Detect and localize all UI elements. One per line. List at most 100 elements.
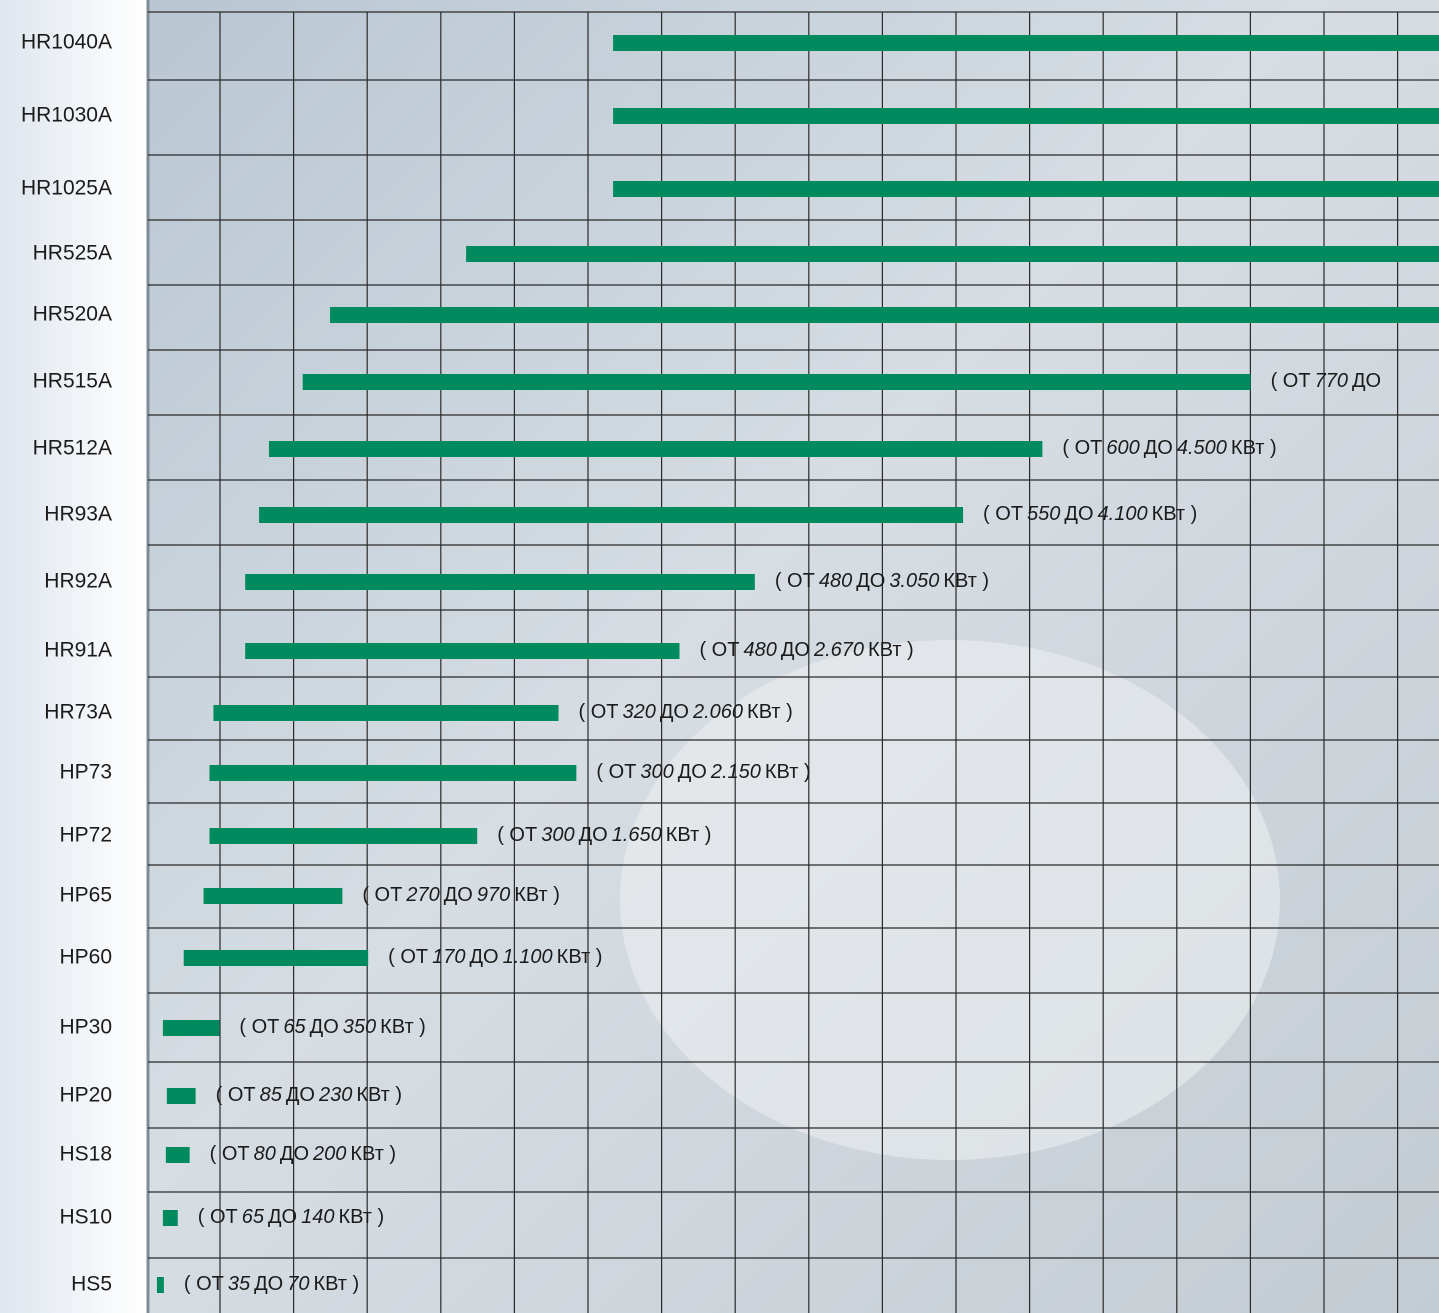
label-suffix: КВт ) [1152,503,1198,525]
bar [466,246,1439,262]
label-suffix: КВт ) [350,1143,396,1165]
category-label: HR73A [44,701,112,724]
to-label: 1.650 [612,824,662,846]
from-label: 85 [260,1084,283,1106]
label-suffix: КВт ) [868,639,914,661]
label-prefix: ( ОТ [497,824,537,846]
bar [162,1020,220,1036]
label-suffix: КВт ) [765,761,811,783]
category-label: HR520A [33,303,112,326]
category-label: HP72 [59,824,112,847]
bar [165,1147,190,1163]
label-mid: ДО [280,1143,309,1165]
label-mid: ДО [678,761,707,783]
category-label: HR1040A [21,31,112,54]
to-label: 2.670 [813,639,864,661]
label-suffix: КВт ) [313,1273,359,1295]
range-label: ( ОТ 65 ДО 350 КВт ) [239,1016,425,1038]
label-mid: ДО [660,701,689,723]
bar [330,307,1439,323]
label-suffix: КВт ) [666,824,712,846]
range-label: ( ОТ 270 ДО 970 КВт ) [362,884,560,906]
from-label: 550 [1027,503,1060,525]
range-label: ( ОТ 770 ДО [1271,370,1381,392]
to-label: 970 [477,884,510,906]
label-mid: ДО [856,570,885,592]
range-label: ( ОТ 170 ДО 1.100 КВт ) [388,946,602,968]
to-label: 1.100 [503,946,553,968]
category-label: HR92A [44,570,112,593]
label-suffix: КВт ) [943,570,989,592]
to-label: 4.100 [1098,503,1148,525]
to-label: 140 [301,1206,334,1228]
range-label: ( ОТ 480 ДО 2.670 КВт ) [699,639,913,661]
to-label: 4.500 [1177,437,1227,459]
label-mid: ДО [286,1084,315,1106]
bar [183,950,369,966]
label-mid: ДО [310,1016,339,1038]
from-label: 270 [405,884,439,906]
label-prefix: ( ОТ [983,503,1023,525]
to-label: 70 [287,1273,309,1295]
range-label: ( ОТ 85 ДО 230 КВт ) [216,1084,402,1106]
from-label: 770 [1315,370,1348,392]
bar [613,108,1439,124]
label-prefix: ( ОТ [1271,370,1311,392]
range-label: ( ОТ 600 ДО 4.500 КВт ) [1062,437,1276,459]
label-mid: ДО [470,946,499,968]
bar [302,374,1251,390]
range-label: ( ОТ 80 ДО 200 КВт ) [210,1143,396,1165]
category-label: HP60 [59,946,112,969]
to-label: 2.060 [692,701,743,723]
bar [613,181,1439,197]
from-label: 600 [1106,437,1139,459]
to-label: 3.050 [889,570,939,592]
category-label: HP73 [59,761,112,784]
category-label: HR93A [44,503,112,526]
category-label: HP20 [59,1084,112,1107]
bar [259,507,964,523]
bar [166,1088,196,1104]
label-prefix: ( ОТ [210,1143,250,1165]
range-label: ( ОТ 300 ДО 1.650 КВт ) [497,824,711,846]
label-mid: ДО [1144,437,1173,459]
range-label: ( ОТ 300 ДО 2.150 КВт ) [596,761,810,783]
label-suffix: КВт ) [514,884,560,906]
range-label: ( ОТ 65 ДО 140 КВт ) [198,1206,384,1228]
bar [213,705,559,721]
bar [268,441,1043,457]
from-label: 480 [819,570,852,592]
category-label: HR91A [44,639,112,662]
label-column [0,0,148,1313]
category-label: HS5 [71,1273,112,1296]
category-label: HR525A [33,242,112,265]
label-prefix: ( ОТ [699,639,739,661]
label-prefix: ( ОТ [239,1016,279,1038]
category-label: HR515A [33,370,112,393]
bar [613,35,1439,51]
from-label: 170 [432,946,465,968]
bar [245,643,680,659]
category-label: HR1030A [21,104,112,127]
to-label: 230 [318,1084,352,1106]
label-mid: ДО [579,824,608,846]
to-label: 350 [343,1016,376,1038]
label-prefix: ( ОТ [579,701,619,723]
bar [245,574,755,590]
label-prefix: ( ОТ [184,1273,224,1295]
label-prefix: ( ОТ [216,1084,256,1106]
label-suffix: КВт ) [380,1016,426,1038]
category-label: HR512A [33,437,112,460]
from-label: 35 [228,1273,251,1295]
label-mid: ДО [1064,503,1093,525]
category-label: HS10 [59,1206,112,1229]
range-label: ( ОТ 35 ДО 70 КВт ) [184,1273,359,1295]
label-prefix: ( ОТ [198,1206,238,1228]
range-label: ( ОТ 480 ДО 3.050 КВт ) [775,570,989,592]
range-label: ( ОТ 320 ДО 2.060 КВт ) [579,701,793,723]
label-prefix: ( ОТ [1062,437,1102,459]
from-label: 300 [640,761,673,783]
label-prefix: ( ОТ [775,570,815,592]
label-mid: ДО [781,639,810,661]
